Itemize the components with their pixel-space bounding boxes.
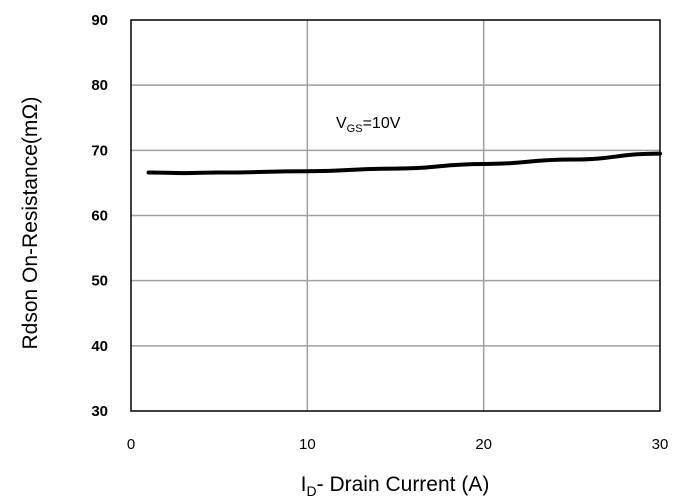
x-tick-labels: 0 10 20 30 [127,436,669,453]
annotation-vgs-main: V [336,115,347,132]
x-axis-title-main: I [301,473,307,496]
x-axis-title-rest: - Drain Current (A) [317,473,490,496]
y-tick-label-30: 30 [91,403,108,420]
y-tick-label-50: 50 [91,273,108,290]
annotation-vgs-rest: =10V [363,115,401,132]
x-tick-label-0: 0 [127,436,135,453]
series-line-0 [146,151,662,176]
series-group [146,151,662,176]
x-axis-title: ID- Drain Current (A) [301,473,490,499]
annotation-vgs: VGS=10V [336,115,401,135]
x-tick-label-20: 20 [475,436,492,453]
y-tick-label-60: 60 [91,208,108,225]
y-tick-label-90: 90 [91,12,108,29]
y-tick-label-80: 80 [91,77,108,94]
x-tick-label-10: 10 [299,436,316,453]
annotation-vgs-sub: GS [347,123,363,135]
grid-lines [131,20,660,411]
y-tick-label-40: 40 [91,338,108,355]
y-tick-label-70: 70 [91,142,108,159]
x-tick-label-30: 30 [652,436,669,453]
y-tick-labels: 30 40 50 60 70 80 90 [91,12,108,420]
plot-frame [130,19,661,412]
x-axis-title-sub: D [307,483,317,499]
y-axis-title: Rdson On-Resistance(mΩ) [19,96,42,349]
